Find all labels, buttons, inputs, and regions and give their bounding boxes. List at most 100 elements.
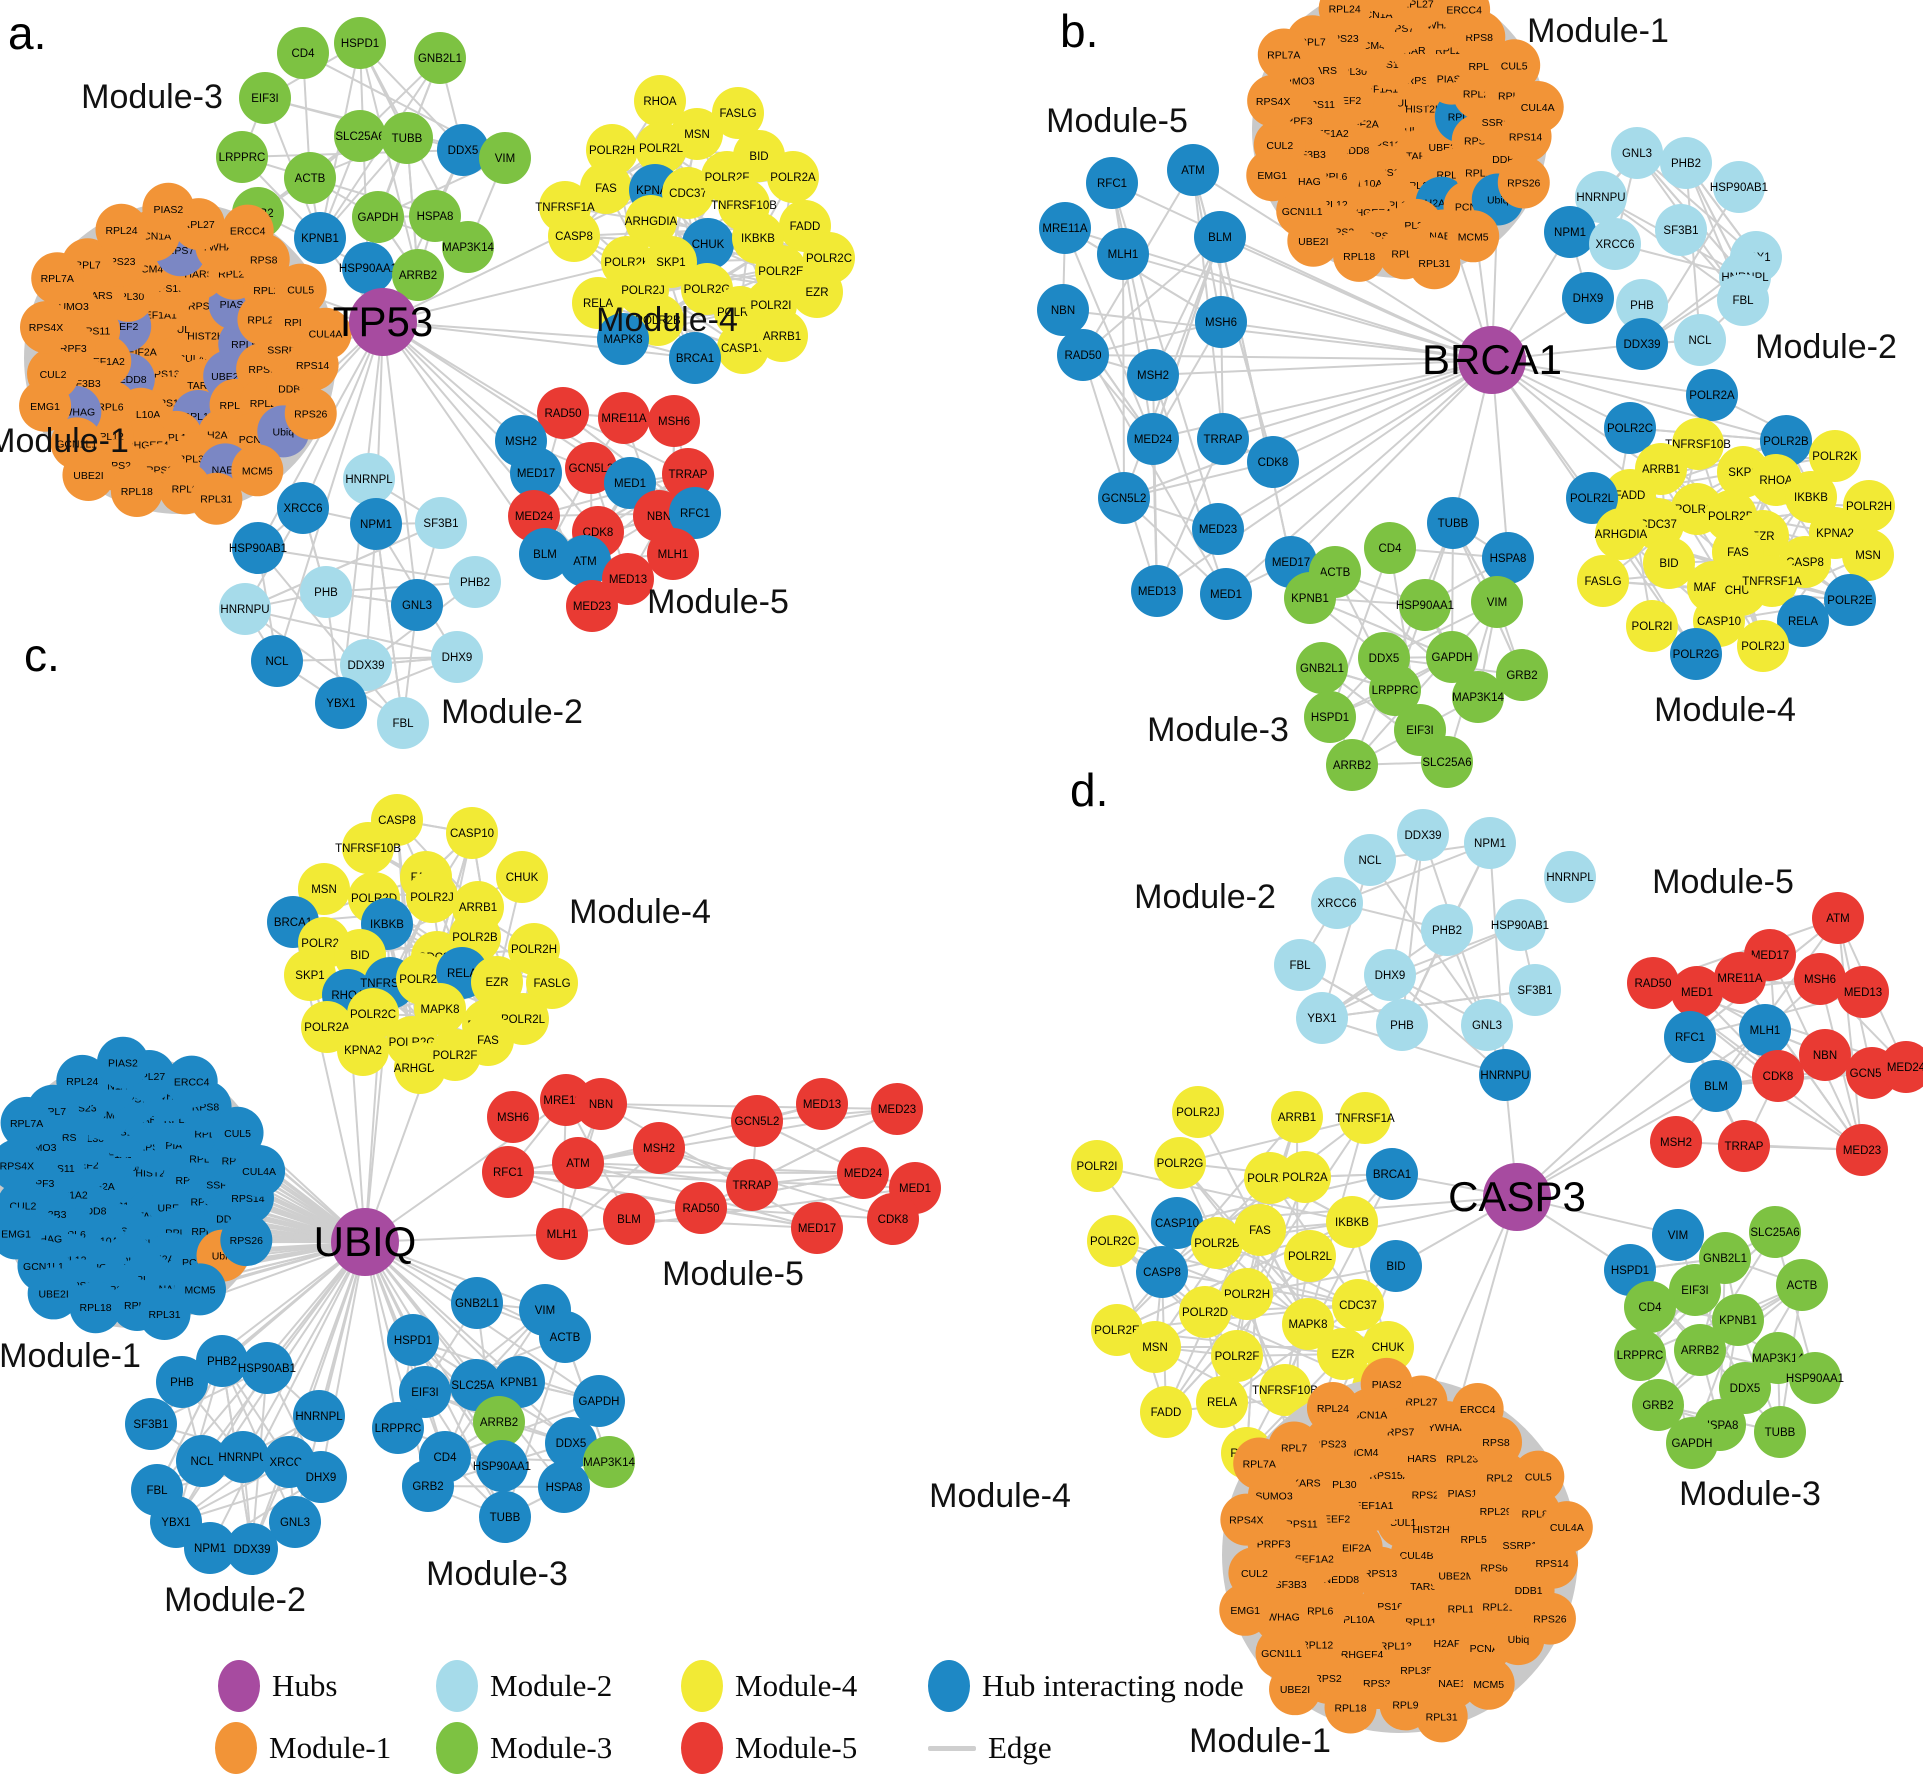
node-ARHGDIA[interactable]: ARHGDIA [1595, 508, 1648, 560]
node-DDX39[interactable]: DDX39 [1616, 318, 1668, 370]
node-RPL7A[interactable]: RPL7A [31, 252, 84, 305]
node-RAD50[interactable]: RAD50 [1057, 329, 1109, 381]
node-HSPA8[interactable]: HSPA8 [1482, 532, 1534, 584]
node-PHB[interactable]: PHB [300, 566, 352, 618]
node-RPL24[interactable]: RPL24 [1318, 0, 1371, 35]
node-EIF3I[interactable]: EIF3I [399, 1366, 451, 1418]
node-SF3B1[interactable]: SF3B1 [125, 1398, 177, 1450]
node-POLR2K[interactable]: POLR2K [1809, 430, 1861, 482]
node-ERCC4[interactable]: ERCC4 [1438, 0, 1491, 36]
node-RPS4X[interactable]: RPS4X [1247, 74, 1300, 127]
node-MSH2[interactable]: MSH2 [1650, 1116, 1702, 1168]
node-KPNB1[interactable]: KPNB1 [1712, 1294, 1764, 1346]
node-TNFRSF10B[interactable]: TNFRSF10B [1665, 418, 1731, 470]
node-MSH6[interactable]: MSH6 [487, 1091, 539, 1143]
node-HSP90AA1[interactable]: HSP90AA1 [1396, 579, 1454, 631]
node-POLR2J[interactable]: POLR2J [406, 871, 458, 923]
node-GRB2[interactable]: GRB2 [402, 1460, 454, 1512]
node-MRE11A[interactable]: MRE11A [1714, 952, 1766, 1004]
node-PHB2[interactable]: PHB2 [449, 556, 501, 608]
node-MSN[interactable]: MSN [298, 863, 350, 915]
node-HSPD1[interactable]: HSPD1 [387, 1314, 439, 1366]
node-PIAS2[interactable]: PIAS2 [1363, 0, 1415, 15]
node-RPL7A[interactable]: RPL7A [0, 1096, 53, 1149]
node-CASP10[interactable]: CASP10 [717, 322, 769, 374]
node-RAD50[interactable]: RAD50 [537, 387, 589, 439]
node-RPL31[interactable]: RPL31 [190, 472, 243, 525]
node-MSN[interactable]: MSN [1129, 1321, 1181, 1373]
node-UBE2I[interactable]: UBE2I [62, 449, 115, 502]
node-BLM[interactable]: BLM [1690, 1060, 1742, 1112]
node-CUL5[interactable]: CUL5 [211, 1106, 264, 1159]
node-DDX39[interactable]: DDX39 [226, 1523, 278, 1575]
node-TNFRSF10B[interactable]: TNFRSF10B [335, 822, 401, 874]
node-FAS[interactable]: FAS [1234, 1204, 1286, 1256]
node-POLR2J[interactable]: POLR2J [1737, 620, 1789, 672]
node-GCN5L2[interactable]: GCN5L2 [565, 442, 617, 494]
node-GNB2L1[interactable]: GNB2L1 [1296, 642, 1348, 694]
node-CDC37[interactable]: CDC37 [662, 167, 714, 219]
node-MED13[interactable]: MED13 [1131, 565, 1183, 617]
node-GNL3[interactable]: GNL3 [391, 579, 443, 631]
node-MCM5[interactable]: MCM5 [1447, 210, 1500, 263]
node-MED23[interactable]: MED23 [1836, 1124, 1888, 1176]
node-MED24[interactable]: MED24 [1127, 413, 1179, 465]
node-PHB2[interactable]: PHB2 [1421, 904, 1473, 956]
node-MSH6[interactable]: MSH6 [1794, 953, 1846, 1005]
node-EIF3I[interactable]: EIF3I [239, 72, 291, 124]
node-GNL3[interactable]: GNL3 [269, 1496, 321, 1548]
node-LRPPRC[interactable]: LRPPRC [1369, 664, 1421, 716]
hub-node-BRCA1[interactable]: BRCA1 [1422, 326, 1562, 394]
node-MAP3K14[interactable]: MAP3K14 [442, 221, 494, 273]
node-RPL31[interactable]: RPL31 [1415, 1690, 1468, 1743]
node-MED13[interactable]: MED13 [602, 553, 654, 605]
node-KPNB1[interactable]: KPNB1 [493, 1356, 545, 1408]
node-MAP3K14[interactable]: MAP3K14 [1452, 671, 1504, 723]
node-MAPK8[interactable]: MAPK8 [1282, 1298, 1334, 1350]
node-GCN5L2[interactable]: GCN5L2 [731, 1095, 783, 1147]
node-POLR2J[interactable]: POLR2J [1172, 1086, 1224, 1138]
node-RPL18[interactable]: RPL18 [1324, 1681, 1377, 1734]
node-FBL[interactable]: FBL [1274, 939, 1326, 991]
node-FADD[interactable]: FADD [1140, 1386, 1192, 1438]
node-NCL[interactable]: NCL [1674, 314, 1726, 366]
node-POLR2A[interactable]: POLR2A [1686, 369, 1738, 421]
node-ARRB2[interactable]: ARRB2 [1674, 1324, 1726, 1376]
node-TUBB[interactable]: TUBB [1427, 497, 1479, 549]
node-CDK8[interactable]: CDK8 [1752, 1050, 1804, 1102]
node-POLR2F[interactable]: POLR2F [1211, 1330, 1263, 1382]
node-ACTB[interactable]: ACTB [539, 1311, 591, 1363]
node-TRRAP[interactable]: TRRAP [1197, 413, 1249, 465]
node-RPL7A[interactable]: RPL7A [1257, 28, 1310, 81]
node-PIAS2[interactable]: PIAS2 [96, 1036, 149, 1089]
node-TRRAP[interactable]: TRRAP [1718, 1120, 1770, 1172]
node-RPL24[interactable]: RPL24 [95, 203, 148, 256]
node-POLR2F[interactable]: POLR2F [429, 1029, 481, 1081]
node-POLR2A[interactable]: POLR2A [767, 151, 819, 203]
node-POLR2L[interactable]: POLR2L [1566, 472, 1618, 524]
node-MED23[interactable]: MED23 [566, 580, 618, 632]
node-MED13[interactable]: MED13 [1837, 966, 1889, 1018]
hub-node-TP53[interactable]: TP53 [333, 288, 433, 356]
node-GAPDH[interactable]: GAPDH [1426, 631, 1478, 683]
node-RPL31[interactable]: RPL31 [138, 1287, 191, 1340]
node-ARRB1[interactable]: ARRB1 [1271, 1091, 1323, 1143]
node-BID[interactable]: BID [1643, 537, 1695, 589]
node-MSH6[interactable]: MSH6 [1195, 296, 1247, 348]
node-TRRAP[interactable]: TRRAP [662, 448, 714, 500]
node-PIAS2[interactable]: PIAS2 [142, 182, 195, 235]
node-HSP90AB1[interactable]: HSP90AB1 [229, 522, 287, 574]
node-DHX9[interactable]: DHX9 [295, 1451, 347, 1503]
node-NCL[interactable]: NCL [176, 1435, 228, 1487]
node-POLR2C[interactable]: POLR2C [1087, 1215, 1139, 1267]
node-EMG1[interactable]: EMG1 [1219, 1583, 1272, 1636]
node-GRB2[interactable]: GRB2 [1632, 1379, 1684, 1431]
node-FASLG[interactable]: FASLG [712, 87, 764, 139]
node-MSH2[interactable]: MSH2 [633, 1122, 685, 1174]
node-BRCA1[interactable]: BRCA1 [1366, 1148, 1418, 1200]
node-NBN[interactable]: NBN [1037, 284, 1089, 336]
node-XRCC6[interactable]: XRCC6 [277, 482, 329, 534]
node-MAP3K14[interactable]: MAP3K14 [583, 1436, 635, 1488]
node-DHX9[interactable]: DHX9 [1562, 272, 1614, 324]
node-PHB2[interactable]: PHB2 [1660, 137, 1712, 189]
